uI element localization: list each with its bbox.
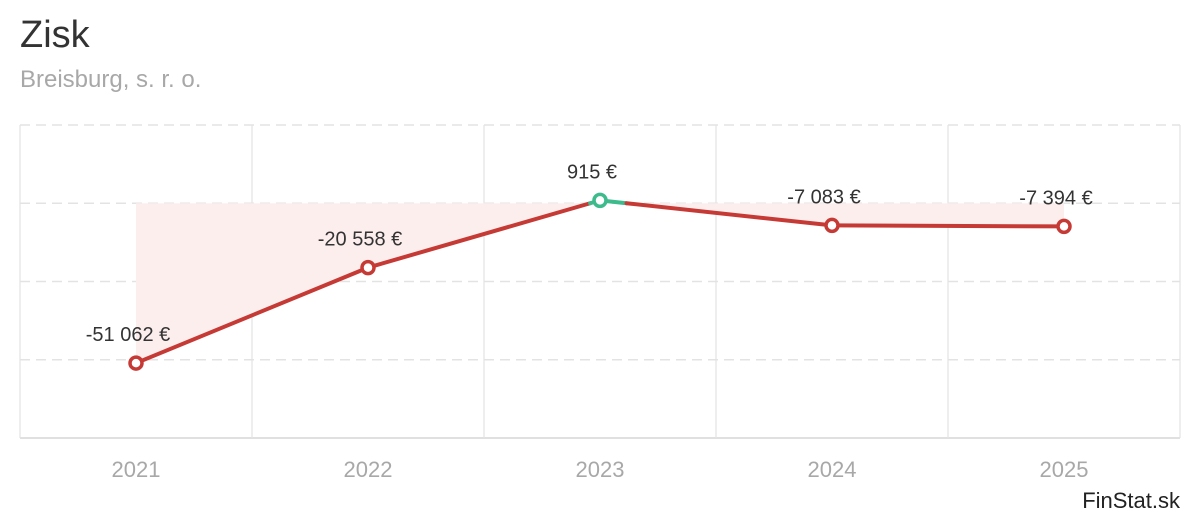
data-label: -7 394 € xyxy=(1019,187,1092,209)
data-point xyxy=(592,192,608,209)
data-point xyxy=(128,355,144,371)
chart-subtitle: Breisburg, s. r. o. xyxy=(20,66,202,93)
data-point xyxy=(360,259,376,276)
line-segment xyxy=(624,201,834,228)
x-tick-label: 2023 xyxy=(576,457,625,482)
line-segment xyxy=(134,265,370,366)
area-fill xyxy=(136,200,1064,364)
line-segment xyxy=(366,201,593,270)
x-tick-label: 2024 xyxy=(808,457,857,482)
data-point xyxy=(1056,218,1072,235)
x-tick-label: 2025 xyxy=(1040,457,1089,482)
line-segment xyxy=(830,223,1066,229)
chart-title: Zisk xyxy=(20,14,90,56)
x-tick-label: 2022 xyxy=(344,457,393,482)
data-label: -51 062 € xyxy=(86,324,171,346)
finstat-brand[interactable]: FinStat.sk xyxy=(1082,488,1180,513)
data-label: -7 083 € xyxy=(787,186,860,208)
data-label: 915 € xyxy=(567,161,617,183)
data-label: -20 558 € xyxy=(318,229,403,251)
x-tick-label: 2021 xyxy=(112,457,161,482)
data-point xyxy=(824,217,840,234)
